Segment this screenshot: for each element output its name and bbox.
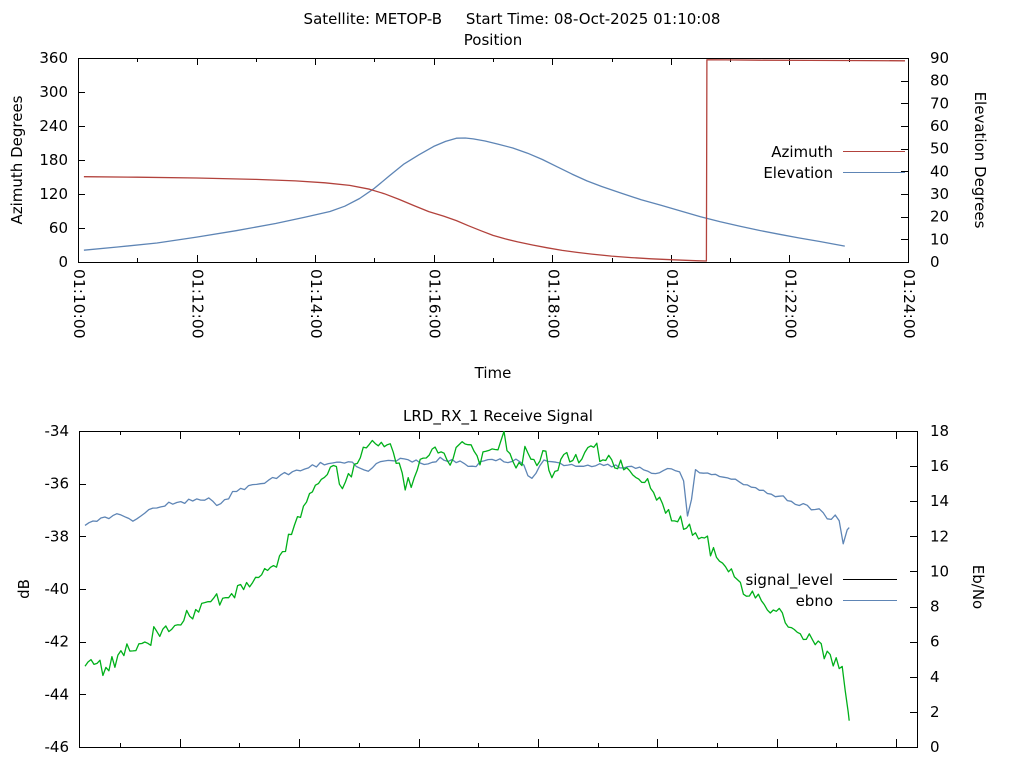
y-left-tick-label: 0 [58, 253, 68, 271]
y-right-tick-label: 10 [930, 230, 949, 248]
x-tick-label: 01:22:00 [781, 269, 799, 339]
y-left-tick-label: -46 [45, 738, 70, 756]
y-left-tick-label: 300 [39, 83, 68, 101]
x-tick-label: 01:10:00 [70, 269, 88, 339]
series-azimuth-line [83, 59, 906, 262]
y-left-tick-label: 180 [39, 151, 68, 169]
x-tick-label: 01:14:00 [307, 269, 325, 339]
chart2-legend: signal_level ebno [745, 569, 897, 611]
chart2-right-axis-label: Eb/No [969, 564, 987, 610]
y-right-tick-label: 90 [930, 49, 949, 67]
legend-row-ebno: ebno [796, 590, 897, 611]
x-tick-label: 01:16:00 [426, 269, 444, 339]
chart1-right-axis-label: Elevation Degrees [971, 91, 989, 229]
y-left-tick-label: 240 [39, 117, 68, 135]
legend-ebno-line [843, 600, 897, 601]
x-tick-label: 01:12:00 [189, 269, 207, 339]
y-right-tick-label: 6 [930, 633, 940, 651]
y-left-tick-label: -38 [45, 527, 70, 545]
series-elevation-line [83, 137, 845, 251]
y-right-tick-label: 8 [930, 598, 940, 616]
x-tick-label: 01:18:00 [544, 269, 562, 339]
x-tick-label: 01:20:00 [663, 269, 681, 339]
legend-row-azimuth: Azimuth [771, 141, 905, 162]
y-right-tick-label: 18 [930, 422, 949, 440]
x-tick-label: 01:24:00 [900, 269, 918, 339]
y-left-tick-label: -36 [45, 475, 70, 493]
y-right-tick-label: 10 [930, 562, 949, 580]
y-left-tick-label: -34 [45, 422, 70, 440]
y-left-tick-label: 60 [49, 219, 68, 237]
y-left-tick-label: 360 [39, 49, 68, 67]
legend-azimuth-line [843, 151, 905, 152]
legend-signal-level-line [843, 579, 897, 580]
y-right-tick-label: 14 [930, 492, 949, 510]
chart2-left-axis-label: dB [15, 579, 33, 599]
y-right-tick-label: 0 [930, 738, 940, 756]
legend-ebno-label: ebno [795, 591, 833, 610]
y-right-tick-label: 50 [930, 140, 949, 158]
y-left-tick-label: -42 [45, 633, 70, 651]
y-right-tick-label: 40 [930, 162, 949, 180]
y-right-tick-label: 60 [930, 117, 949, 135]
chart1-title: Position [463, 31, 523, 49]
y-right-tick-label: 30 [930, 185, 949, 203]
chart1-x-axis-label: Time [474, 364, 512, 382]
y-right-tick-label: 70 [930, 94, 949, 112]
legend-row-elevation: Elevation [763, 162, 905, 183]
y-right-tick-label: 20 [930, 208, 949, 226]
legend-row-signal-level: signal_level [745, 569, 897, 590]
legend-elevation-line [843, 172, 905, 173]
y-left-tick-label: -44 [45, 685, 70, 703]
y-right-tick-label: 12 [930, 527, 949, 545]
y-right-tick-label: 2 [930, 703, 940, 721]
y-right-tick-label: 80 [930, 72, 949, 90]
chart1-legend: Azimuth Elevation [763, 141, 905, 183]
y-right-tick-label: 4 [930, 668, 940, 686]
series-ebno-line [84, 456, 850, 545]
y-left-tick-label: 120 [39, 185, 68, 203]
y-right-tick-label: 16 [930, 457, 949, 475]
chart1-left-axis-label: Azimuth Degrees [8, 95, 26, 225]
legend-azimuth-label: Azimuth [771, 142, 833, 161]
chart2-title: LRD_RX_1 Receive Signal [403, 407, 593, 425]
legend-elevation-label: Elevation [763, 163, 833, 182]
y-left-tick-label: -40 [45, 580, 70, 598]
y-right-tick-label: 0 [930, 253, 940, 271]
legend-signal-level-label: signal_level [745, 570, 833, 589]
series-signal-level-line [84, 431, 850, 721]
main-title: Satellite: METOP-B Start Time: 08-Oct-20… [303, 10, 721, 28]
